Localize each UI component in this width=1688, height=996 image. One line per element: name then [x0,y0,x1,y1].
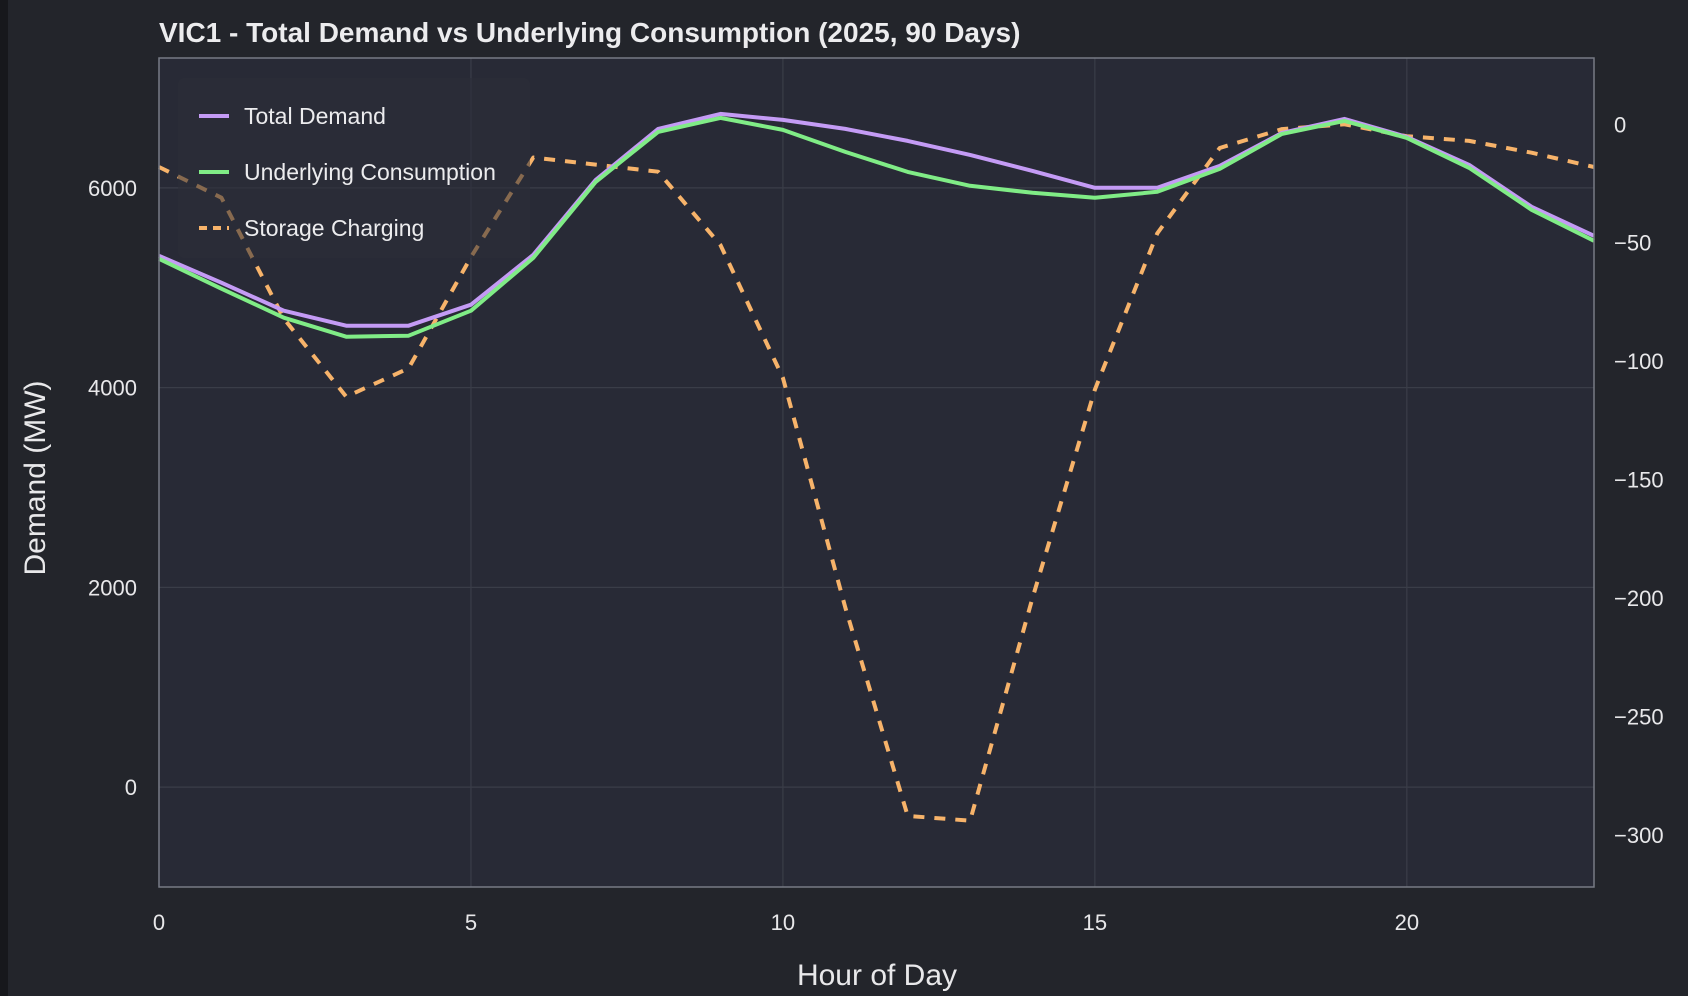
y-tick-label: 2000 [88,575,137,600]
left-edge-strip [0,0,8,996]
y-tick-label: 0 [125,775,137,800]
y2-tick-label: −50 [1614,231,1651,256]
legend-box [178,78,530,258]
x-tick-label: 5 [465,910,477,935]
y2-tick-label: −250 [1614,704,1664,729]
y-axis-label: Demand (MW) [19,380,52,575]
series-storage-charging [158,122,1595,823]
series-layer [158,111,1595,823]
y2-tick-label: −200 [1614,586,1664,611]
series-underlying-consumption [158,115,1595,339]
left-axis-ticks: 0 2000 4000 6000 [88,176,137,800]
legend-label-underlying-consumption: Underlying Consumption [244,159,496,185]
chart-title: VIC1 - Total Demand vs Underlying Consum… [159,17,1020,48]
series-line-underlying-consumption [158,115,1595,339]
legend-label-storage-charging: Storage Charging [244,215,424,241]
y-tick-label: 6000 [88,176,137,201]
x-tick-label: 0 [153,910,165,935]
x-tick-label: 15 [1083,910,1107,935]
y2-tick-label: −300 [1614,823,1664,848]
x-tick-label: 20 [1395,910,1419,935]
y2-tick-label: −100 [1614,349,1664,374]
y2-tick-label: −150 [1614,468,1664,493]
legend-label-total-demand: Total Demand [244,103,386,129]
series-line-storage-charging [158,122,1595,823]
y2-tick-label: 0 [1614,112,1626,137]
y-tick-label: 4000 [88,376,137,401]
x-tick-label: 10 [771,910,795,935]
right-axis-ticks: 0 −50 −100 −150 −200 −250 −300 [1614,112,1664,848]
x-axis-label: Hour of Day [797,959,957,992]
legend: Total Demand Underlying Consumption Storag… [178,78,530,258]
plot-frame [158,57,1595,888]
x-axis-ticks: 0 5 10 15 20 [153,910,1419,935]
